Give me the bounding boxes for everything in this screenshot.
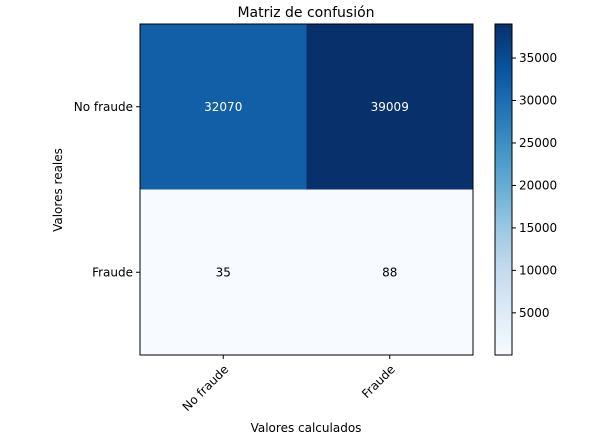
- colorbar-tick-label: 25000: [519, 136, 557, 150]
- cell-value-label: 39009: [371, 100, 409, 114]
- heatmap-cell: [306, 189, 474, 356]
- heatmap-cells: 32070 39009 35 88: [140, 24, 474, 356]
- colorbar-tick-label: 30000: [519, 94, 557, 108]
- chart-title: Matriz de confusión: [237, 5, 374, 21]
- y-axis-ticks: No fraude Fraude: [74, 100, 140, 279]
- x-tick-label: No fraude: [180, 362, 232, 414]
- colorbar-ticks: 5000 10000 15000 20000 25000 30000 35000: [512, 51, 557, 320]
- colorbar-tick-label: 20000: [519, 178, 557, 192]
- cell-value-label: 35: [216, 265, 231, 279]
- heatmap-cell: [306, 24, 474, 190]
- cell-value-label: 32070: [204, 100, 242, 114]
- heatmap-cell: [140, 24, 307, 190]
- y-tick-label: Fraude: [92, 265, 133, 279]
- colorbar-tick-label: 5000: [519, 306, 550, 320]
- colorbar: [494, 23, 513, 356]
- y-tick-label: No fraude: [74, 100, 133, 114]
- colorbar-tick-label: 15000: [519, 221, 557, 235]
- cell-value-label: 88: [382, 265, 397, 279]
- x-tick-label: Fraude: [359, 362, 398, 401]
- plot-frame: [139, 23, 474, 356]
- x-axis-ticks: No fraude Fraude: [180, 355, 398, 414]
- x-axis-label: Valores calculados: [251, 421, 362, 435]
- y-axis-label: Valores reales: [51, 148, 65, 232]
- heatmap-cell: [140, 189, 307, 356]
- colorbar-tick-label: 10000: [519, 263, 557, 277]
- colorbar-tick-label: 35000: [519, 51, 557, 65]
